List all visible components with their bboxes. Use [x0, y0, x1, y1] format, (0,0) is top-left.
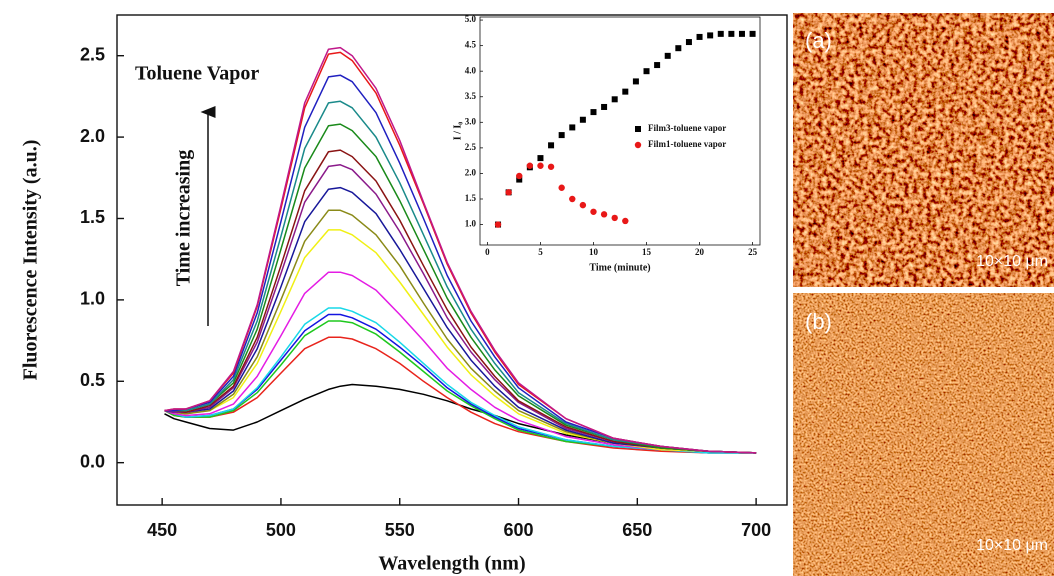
spectrum-line [164, 149, 757, 454]
scale-label: 10×10 μm [976, 537, 1048, 554]
y-tick-label: 2.5 [465, 142, 477, 152]
x-tick-label: 20 [695, 247, 705, 257]
y-tick-label: 3.5 [465, 91, 477, 101]
y-axis-title: Fluorescence Intensity (a.u.) [20, 140, 42, 381]
x-tick-label: 5 [538, 247, 543, 257]
point [632, 78, 639, 85]
point [696, 33, 703, 40]
spectrum-line [164, 74, 757, 454]
x-tick-label: 650 [622, 520, 652, 540]
plot-frame [479, 16, 761, 246]
point [675, 45, 682, 52]
point [547, 163, 555, 170]
point [537, 162, 544, 169]
point [601, 103, 608, 110]
spectrum-line [164, 383, 757, 454]
x-tick-label: 10 [589, 247, 599, 257]
panel-label: (a) [805, 28, 832, 53]
point [749, 30, 756, 37]
point [516, 176, 523, 183]
x-axis-title: Wavelength (nm) [378, 553, 525, 575]
point [643, 68, 650, 75]
x-tick-label: 25 [748, 247, 758, 257]
spectrum-line [164, 307, 757, 454]
x-tick-label: 15 [642, 247, 652, 257]
point [600, 211, 608, 218]
point [558, 184, 565, 191]
point [728, 30, 735, 37]
x-tick-label: 450 [147, 520, 177, 540]
point [590, 109, 597, 116]
spectrum-line [164, 209, 757, 454]
point [685, 39, 692, 46]
spectrum-line [164, 164, 757, 454]
point [654, 62, 661, 69]
point [516, 172, 523, 180]
legend-marker [635, 126, 641, 132]
y-tick-label: 2.0 [465, 167, 477, 177]
point [526, 162, 534, 169]
point [707, 32, 714, 39]
y-tick-label: 0.5 [80, 370, 105, 390]
afm-image [793, 293, 1054, 576]
y-axis-title: I / I₀ [452, 122, 463, 141]
spectrum-line [164, 46, 757, 454]
legend-label: Film3-toluene vapor [648, 123, 726, 133]
y-tick-label: 1.0 [465, 219, 477, 229]
point [537, 155, 544, 162]
point [622, 88, 629, 95]
legend-label: Film1-toluene vapor [648, 139, 726, 149]
point [494, 221, 502, 228]
x-axis-title: Time (minute) [589, 262, 650, 273]
y-tick-label: 5.0 [465, 14, 477, 24]
point [548, 142, 555, 149]
point [611, 214, 618, 222]
y-tick-label: 4.5 [465, 40, 477, 50]
annotation: Time increasing [173, 150, 195, 286]
x-tick-label: 550 [385, 520, 415, 540]
annotation: Toluene Vapor [135, 63, 259, 85]
y-tick-label: 3.0 [465, 116, 477, 126]
point [717, 30, 724, 37]
point [738, 30, 745, 37]
point [569, 195, 576, 203]
x-tick-label: 700 [741, 520, 771, 540]
point [611, 96, 618, 103]
scale-label: 10×10 μm [976, 253, 1048, 270]
spectrum-line [164, 123, 757, 454]
point [505, 189, 512, 196]
y-tick-label: 1.5 [80, 207, 105, 227]
spectrum-line [164, 320, 757, 454]
afm-image [793, 13, 1054, 287]
x-tick-label: 600 [504, 520, 534, 540]
point [579, 116, 586, 123]
y-tick-label: 0.0 [80, 451, 105, 471]
y-tick-label: 1.5 [465, 193, 477, 203]
spectrum-line [164, 271, 757, 454]
point [622, 217, 629, 225]
legend-marker [634, 141, 642, 149]
spectrum-line [164, 186, 757, 454]
point [664, 52, 671, 59]
y-tick-label: 2.5 [80, 44, 105, 64]
spectrum-line [164, 229, 757, 454]
x-tick-label: 500 [266, 520, 296, 540]
point [579, 201, 587, 209]
point [558, 132, 565, 139]
y-tick-label: 2.0 [80, 126, 105, 146]
point [569, 124, 576, 131]
panel-label: (b) [805, 309, 832, 334]
y-tick-label: 4.0 [465, 65, 477, 75]
y-tick-label: 1.0 [80, 289, 105, 309]
x-tick-label: 0 [485, 247, 490, 257]
spectrum-line [164, 100, 757, 454]
point [590, 208, 597, 215]
